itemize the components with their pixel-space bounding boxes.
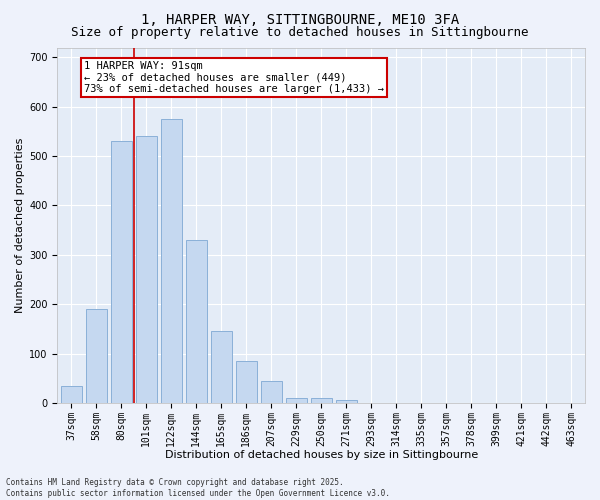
Bar [311,398,332,403]
Bar [110,142,132,403]
Y-axis label: Number of detached properties: Number of detached properties [15,138,25,313]
Bar [61,386,82,403]
Text: Contains HM Land Registry data © Crown copyright and database right 2025.
Contai: Contains HM Land Registry data © Crown c… [6,478,390,498]
Bar [335,400,357,403]
Bar [136,136,157,403]
Bar [211,332,232,403]
Bar [260,380,282,403]
Bar [236,361,257,403]
Bar [286,398,307,403]
Bar [161,119,182,403]
Bar [86,309,107,403]
Text: 1 HARPER WAY: 91sqm
← 23% of detached houses are smaller (449)
73% of semi-detac: 1 HARPER WAY: 91sqm ← 23% of detached ho… [83,61,383,94]
X-axis label: Distribution of detached houses by size in Sittingbourne: Distribution of detached houses by size … [164,450,478,460]
Bar [185,240,207,403]
Text: 1, HARPER WAY, SITTINGBOURNE, ME10 3FA: 1, HARPER WAY, SITTINGBOURNE, ME10 3FA [141,12,459,26]
Text: Size of property relative to detached houses in Sittingbourne: Size of property relative to detached ho… [71,26,529,39]
